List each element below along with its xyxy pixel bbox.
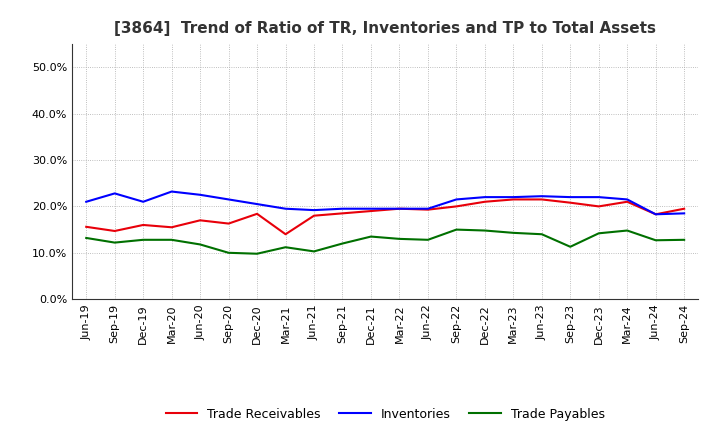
Trade Receivables [595, 204, 603, 209]
Inventories [480, 194, 489, 200]
Title: [3864]  Trend of Ratio of TR, Inventories and TP to Total Assets: [3864] Trend of Ratio of TR, Inventories… [114, 21, 656, 36]
Trade Receivables [139, 222, 148, 227]
Inventories [652, 212, 660, 217]
Trade Receivables [338, 211, 347, 216]
Trade Payables [423, 237, 432, 242]
Trade Payables [595, 231, 603, 236]
Inventories [509, 194, 518, 200]
Trade Payables [282, 245, 290, 250]
Line: Inventories: Inventories [86, 191, 684, 214]
Trade Payables [566, 244, 575, 249]
Trade Receivables [167, 225, 176, 230]
Inventories [680, 211, 688, 216]
Trade Payables [623, 228, 631, 233]
Trade Payables [338, 241, 347, 246]
Trade Payables [537, 231, 546, 237]
Trade Receivables [110, 228, 119, 234]
Trade Receivables [423, 207, 432, 212]
Trade Payables [652, 238, 660, 243]
Trade Receivables [452, 204, 461, 209]
Trade Payables [310, 249, 318, 254]
Trade Receivables [509, 197, 518, 202]
Trade Receivables [566, 200, 575, 205]
Trade Receivables [652, 212, 660, 217]
Trade Receivables [623, 199, 631, 205]
Inventories [225, 197, 233, 202]
Inventories [310, 208, 318, 213]
Inventories [566, 194, 575, 200]
Inventories [82, 199, 91, 205]
Trade Payables [225, 250, 233, 256]
Inventories [452, 197, 461, 202]
Inventories [110, 191, 119, 196]
Inventories [423, 206, 432, 211]
Inventories [167, 189, 176, 194]
Trade Receivables [310, 213, 318, 218]
Inventories [282, 206, 290, 211]
Trade Payables [680, 237, 688, 242]
Inventories [623, 197, 631, 202]
Line: Trade Payables: Trade Payables [86, 230, 684, 254]
Trade Receivables [225, 221, 233, 226]
Trade Receivables [680, 206, 688, 211]
Inventories [595, 194, 603, 200]
Trade Payables [82, 235, 91, 241]
Trade Receivables [537, 197, 546, 202]
Trade Receivables [395, 206, 404, 211]
Trade Payables [253, 251, 261, 257]
Inventories [253, 202, 261, 207]
Trade Payables [395, 236, 404, 242]
Trade Receivables [82, 224, 91, 229]
Inventories [196, 192, 204, 198]
Inventories [139, 199, 148, 205]
Legend: Trade Receivables, Inventories, Trade Payables: Trade Receivables, Inventories, Trade Pa… [161, 403, 610, 425]
Line: Trade Receivables: Trade Receivables [86, 199, 684, 234]
Trade Payables [196, 242, 204, 247]
Trade Payables [110, 240, 119, 245]
Trade Receivables [282, 231, 290, 237]
Inventories [395, 206, 404, 211]
Trade Receivables [366, 209, 375, 214]
Inventories [366, 206, 375, 211]
Trade Payables [139, 237, 148, 242]
Inventories [338, 206, 347, 211]
Trade Payables [509, 230, 518, 235]
Trade Receivables [196, 218, 204, 223]
Trade Payables [366, 234, 375, 239]
Inventories [537, 194, 546, 199]
Trade Payables [452, 227, 461, 232]
Trade Payables [480, 228, 489, 233]
Trade Receivables [253, 211, 261, 216]
Trade Payables [167, 237, 176, 242]
Trade Receivables [480, 199, 489, 205]
